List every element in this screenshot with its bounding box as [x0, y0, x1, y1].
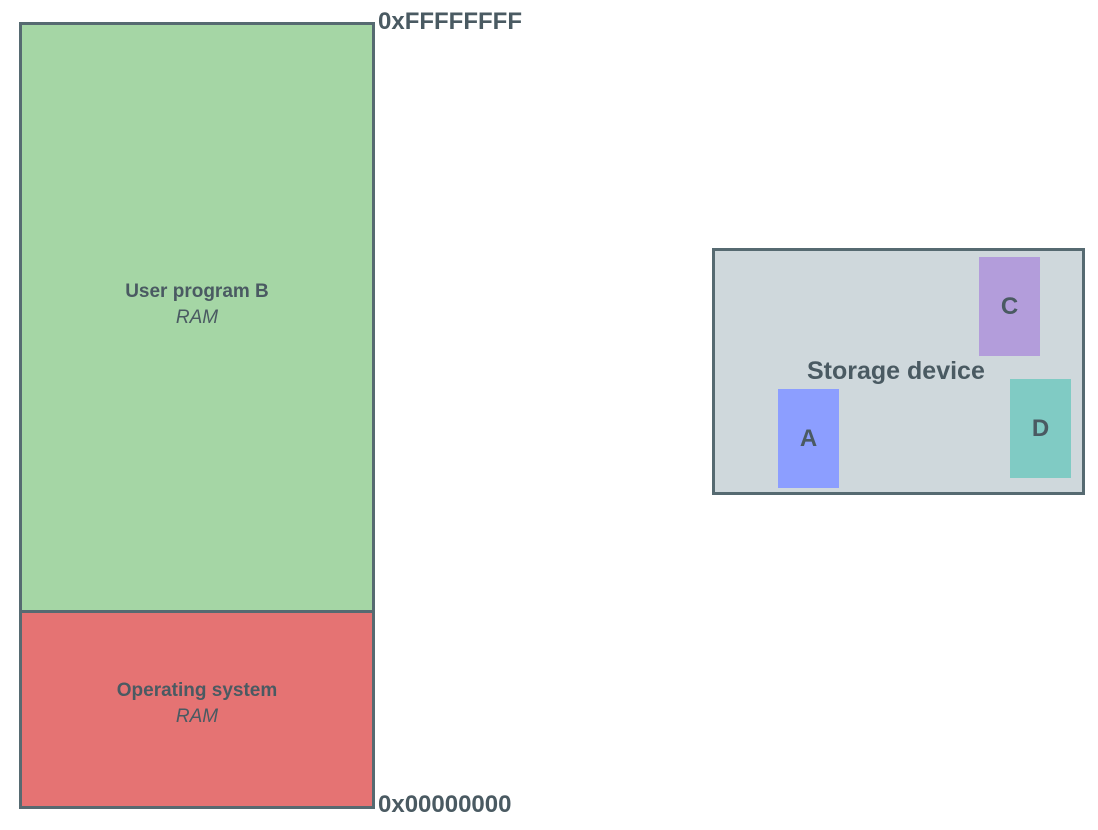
storage-device: A C D Storage device: [712, 248, 1085, 495]
storage-device-label: Storage device: [807, 357, 985, 385]
storage-block-a: A: [778, 389, 839, 488]
ram-memory-map: User program B RAM Operating system RAM: [19, 22, 375, 809]
address-top-label: 0xFFFFFFFF: [378, 8, 522, 35]
operating-system-title: Operating system: [116, 679, 278, 701]
storage-block-c: C: [979, 257, 1040, 356]
address-bottom-label: 0x00000000: [378, 791, 512, 818]
operating-system-region: Operating system RAM: [22, 610, 372, 806]
storage-block-d: D: [1010, 379, 1071, 478]
operating-system-subtitle: RAM: [175, 705, 219, 727]
user-program-title: User program B: [125, 281, 269, 302]
user-program-region: User program B RAM: [22, 25, 372, 610]
user-program-subtitle: RAM: [175, 307, 219, 328]
